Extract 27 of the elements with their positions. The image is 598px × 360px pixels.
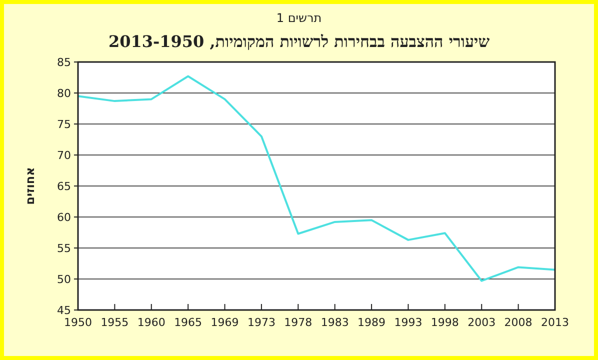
x-tick-label: 1950: [64, 316, 92, 329]
y-tick-label: 85: [57, 56, 71, 69]
x-tick-label: 1983: [320, 316, 349, 329]
x-tick-label: 1965: [174, 316, 202, 329]
x-tick-label: 1973: [247, 316, 276, 329]
x-tick-label: 1969: [210, 316, 239, 329]
y-tick-label: 60: [57, 211, 71, 224]
y-tick-label: 45: [57, 304, 71, 317]
x-tick-label: 1955: [100, 316, 129, 329]
y-axis-title: אחוזים: [23, 167, 37, 205]
y-tick-label: 70: [57, 149, 71, 162]
x-tick-label: 2003: [468, 316, 496, 329]
chart-subtitle: תרשים 1: [276, 11, 322, 25]
x-tick-label: 2008: [504, 316, 532, 329]
y-tick-label: 55: [57, 242, 71, 255]
x-tick-label: 1978: [284, 316, 312, 329]
x-tick-label: 2013: [541, 316, 569, 329]
x-tick-label: 1998: [430, 316, 459, 329]
y-tick-label: 50: [57, 273, 71, 286]
y-tick-label: 80: [57, 87, 71, 100]
line-series: [77, 75, 556, 282]
y-tick-label: 65: [57, 180, 71, 193]
x-tick-label: 1993: [394, 316, 422, 329]
y-tick-label: 75: [57, 118, 71, 131]
chart-title: שיעורי ההצבעה בבחירות לרשויות המקומיות, 2013-1950: [108, 32, 490, 51]
x-tick-label: 1960: [137, 316, 166, 329]
x-tick-label: 1989: [358, 316, 386, 329]
